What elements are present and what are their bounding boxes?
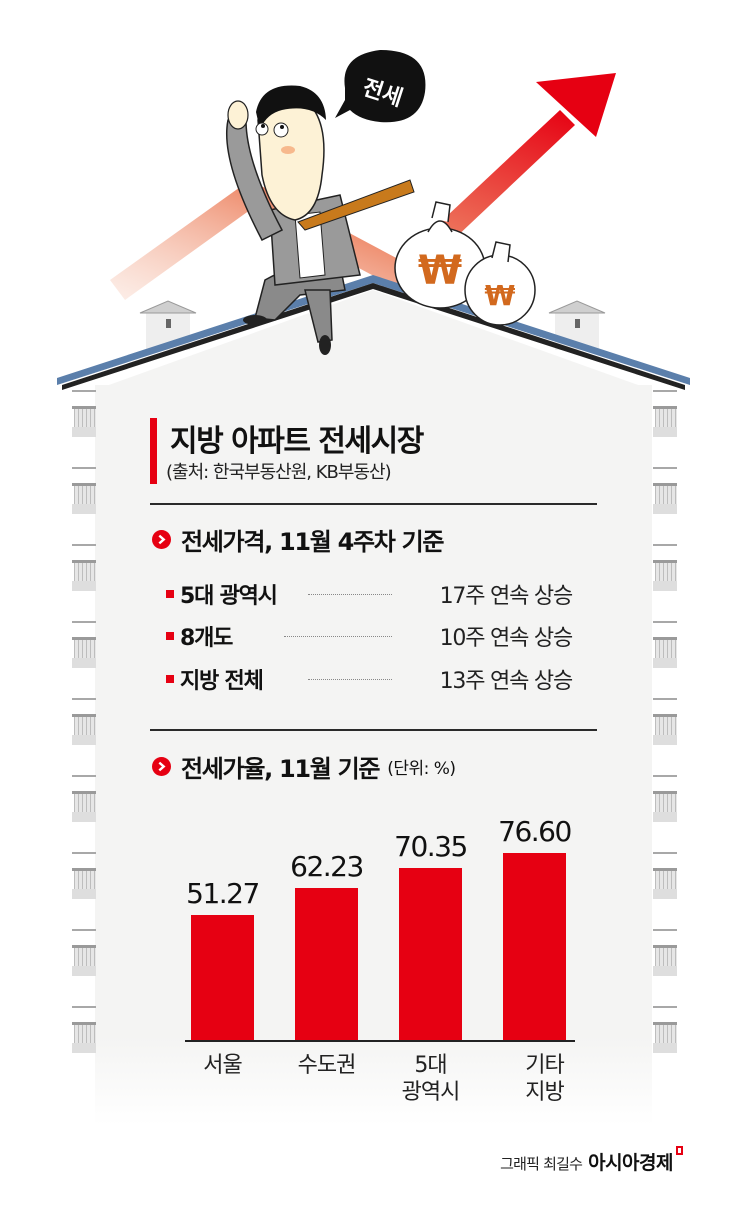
stat-row: 지방 전체 13주 연속 상승	[166, 663, 574, 694]
chevron-right-icon	[152, 757, 171, 776]
divider	[150, 729, 597, 731]
svg-text:₩: ₩	[485, 279, 516, 312]
balcony-icon	[72, 621, 96, 671]
balcony-icon	[653, 621, 677, 671]
dot-leader	[308, 679, 392, 680]
section-heading-price: 전세가격, 11월 4주차 기준	[152, 522, 445, 557]
divider	[150, 503, 597, 505]
balcony-icon	[72, 698, 96, 748]
brand-mark-icon	[676, 1146, 683, 1155]
credit-line: 그래픽 최길수 아시아경제	[500, 1146, 683, 1175]
source-note: (출처: 한국부동산원, KB부동산)	[166, 462, 392, 483]
page-title: 지방 아파트 전세시장	[170, 424, 424, 459]
stat-value: 13주 연속 상승	[439, 669, 574, 694]
brand-logo-text: 아시아경제	[588, 1152, 673, 1174]
balcony-icon	[653, 544, 677, 594]
section-heading-ratio: 전세가율, 11월 기준 (단위: %)	[152, 749, 456, 784]
balcony-icon	[653, 1006, 677, 1056]
balcony-icon	[72, 852, 96, 902]
dot-leader	[308, 594, 392, 595]
chart-baseline	[185, 1040, 575, 1042]
stat-row: 5대 광역시 17주 연속 상승	[166, 578, 574, 609]
balcony-icon	[72, 1006, 96, 1056]
section-heading-text: 전세가율, 11월 기준	[181, 755, 380, 783]
header-illustration: ₩ ₩ 전세	[57, 50, 690, 390]
balcony-icon	[653, 929, 677, 979]
balcony-icon	[653, 775, 677, 825]
balcony-icon	[72, 390, 96, 440]
section-heading-text: 전세가격, 11월 4주차 기준	[181, 528, 445, 556]
stat-label: 8개도	[180, 626, 233, 651]
stat-value: 17주 연속 상승	[439, 584, 574, 609]
balcony-icon	[653, 467, 677, 517]
speech-bubble-icon: 전세	[335, 50, 426, 123]
balcony-icon	[72, 467, 96, 517]
rising-arrow-icon	[110, 73, 616, 300]
roof-icon	[57, 275, 690, 390]
stat-label: 5대 광역시	[180, 584, 278, 609]
balcony-icon	[653, 852, 677, 902]
unit-label: (단위: %)	[387, 759, 456, 779]
money-bag-icon: ₩ ₩	[394, 201, 536, 326]
left-balcony-column	[72, 390, 96, 1110]
right-balcony-column	[653, 390, 677, 1110]
credit-text: 그래픽 최길수	[500, 1155, 583, 1173]
chevron-right-icon	[152, 530, 171, 549]
worried-man-icon	[225, 85, 415, 355]
title-accent-bar	[150, 418, 157, 484]
balcony-icon	[653, 698, 677, 748]
balcony-icon	[72, 544, 96, 594]
bullet-square-icon	[166, 632, 174, 640]
bullet-square-icon	[166, 675, 174, 683]
stat-label: 지방 전체	[180, 669, 264, 694]
balcony-icon	[72, 775, 96, 825]
bullet-square-icon	[166, 590, 174, 598]
dot-leader	[284, 636, 392, 637]
balcony-icon	[72, 929, 96, 979]
stat-value: 10주 연속 상승	[439, 626, 574, 651]
balcony-icon	[653, 390, 677, 440]
svg-text:₩: ₩	[418, 248, 462, 294]
stat-row: 8개도 10주 연속 상승	[166, 620, 574, 651]
